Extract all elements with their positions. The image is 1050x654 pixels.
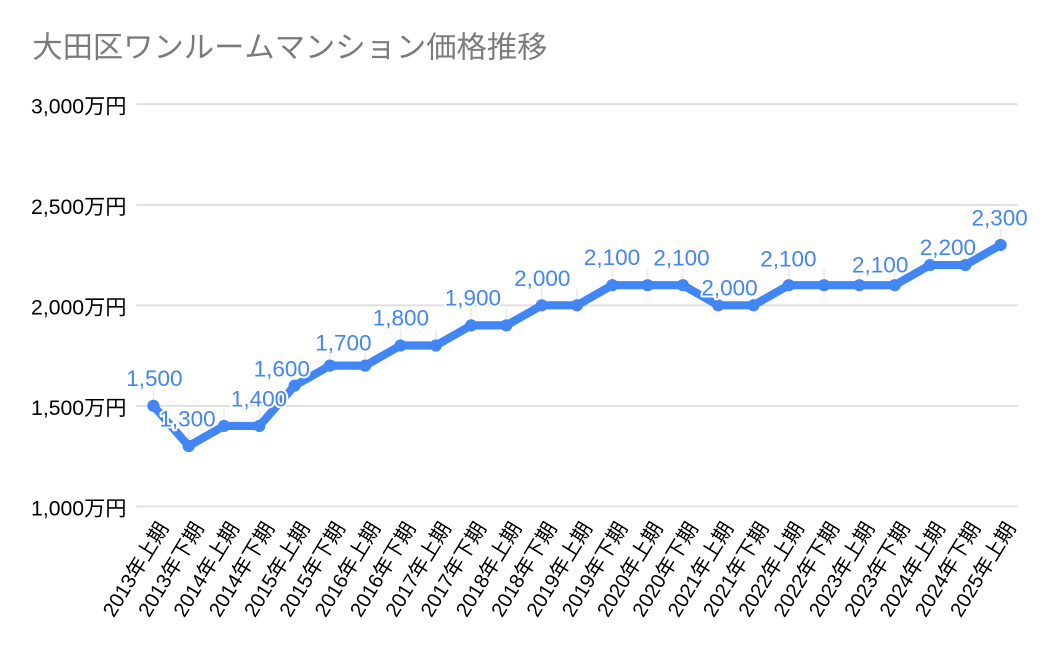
svg-text:1,000: 1,000 [31, 498, 84, 521]
svg-text:2,100: 2,100 [852, 253, 908, 278]
svg-text:1,800: 1,800 [373, 305, 429, 330]
svg-text:2,100: 2,100 [653, 245, 709, 270]
svg-text:2,100: 2,100 [760, 246, 816, 271]
svg-text:2,500: 2,500 [31, 196, 84, 219]
svg-text:2,300: 2,300 [971, 205, 1027, 230]
svg-text:1,700: 1,700 [315, 331, 371, 356]
svg-text:2,000: 2,000 [701, 275, 757, 300]
svg-text:2,000: 2,000 [31, 297, 84, 320]
svg-text:3,000: 3,000 [31, 96, 84, 119]
svg-text:1,900: 1,900 [445, 285, 501, 310]
svg-text:2,000: 2,000 [514, 266, 570, 291]
svg-text:2,100: 2,100 [584, 245, 640, 270]
svg-text:1,300: 1,300 [159, 406, 215, 431]
svg-text:1,400: 1,400 [231, 386, 287, 411]
svg-text:2,200: 2,200 [920, 235, 976, 260]
svg-text:1,500: 1,500 [126, 366, 182, 391]
svg-text:1,500: 1,500 [31, 397, 84, 420]
svg-text:1,600: 1,600 [254, 356, 310, 381]
